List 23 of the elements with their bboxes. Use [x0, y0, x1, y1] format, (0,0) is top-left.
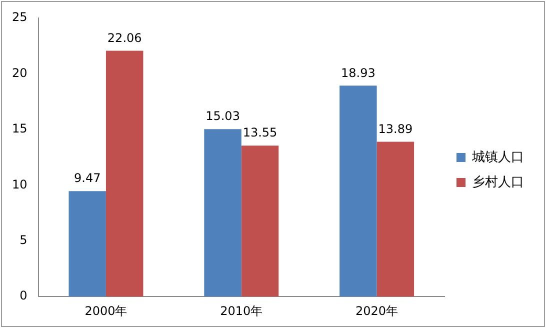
data-label: 18.93: [340, 66, 376, 80]
bar: [241, 146, 279, 297]
y-tick-label: 10: [12, 177, 28, 192]
data-label: 22.06: [107, 30, 142, 45]
y-tick-label: 25: [12, 10, 28, 24]
bar: [340, 86, 377, 297]
data-label: 9.47: [74, 171, 101, 186]
legend-label: 城镇人口: [471, 150, 524, 165]
bar: [106, 50, 144, 297]
y-tick-label: 5: [20, 233, 28, 248]
data-label: 13.55: [242, 126, 278, 140]
data-label: 15.03: [206, 109, 240, 124]
y-tick-label: 15: [12, 122, 28, 136]
x-tick-label: 2000年: [84, 304, 128, 318]
x-tick-label: 2020年: [356, 304, 398, 318]
bar: [68, 191, 106, 297]
legend-label: 乡村人口: [472, 174, 524, 190]
bar: [376, 142, 414, 297]
x-tick-label: 2010年: [220, 304, 263, 318]
data-label: 13.89: [378, 122, 413, 136]
y-tick-label: 0: [20, 288, 28, 303]
y-tick-label: 20: [12, 66, 28, 80]
bar: [204, 129, 242, 297]
